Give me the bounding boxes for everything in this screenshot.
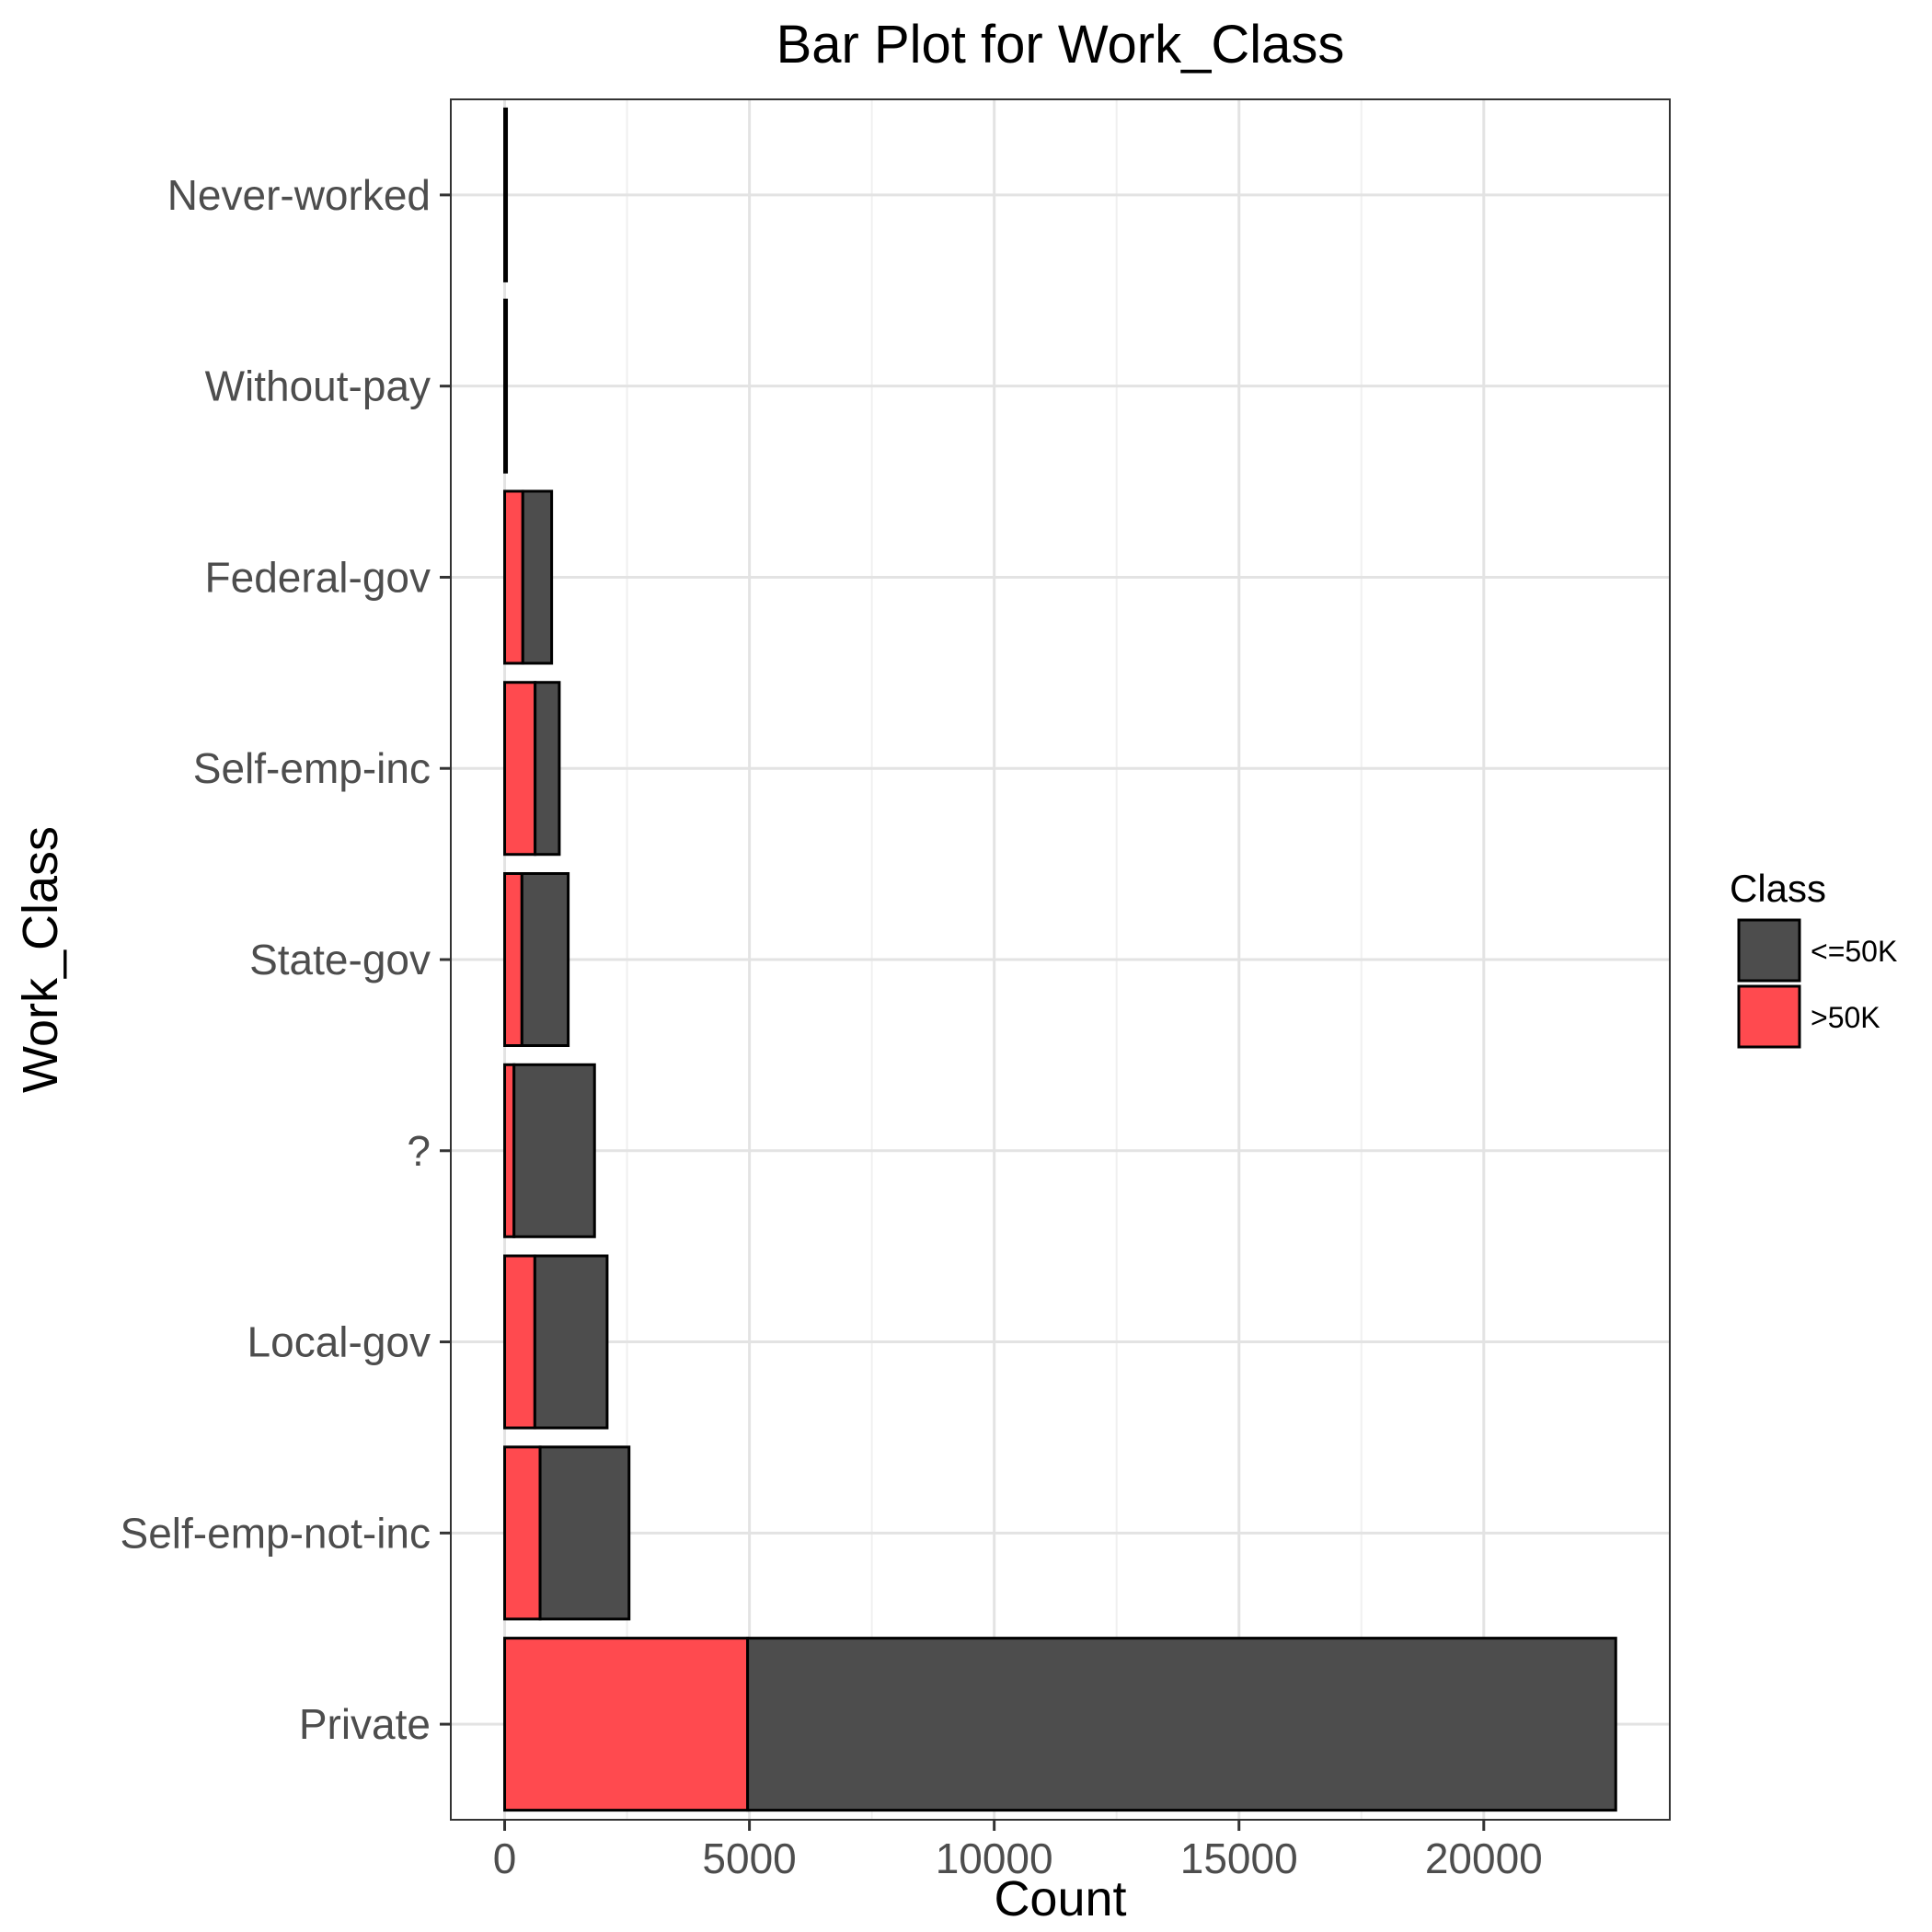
x-tick-label: 10000 — [936, 1834, 1053, 1882]
y-tick-label: Private — [299, 1700, 431, 1748]
x-tick-label: 0 — [493, 1834, 517, 1882]
legend-key-gt50k — [1737, 984, 1801, 1049]
x-tick-label: 5000 — [702, 1834, 796, 1882]
bar-segment-gt50k — [503, 1254, 536, 1430]
bar-segment-le50k — [533, 1254, 609, 1430]
bar-segment-gt50k — [503, 1637, 750, 1812]
bar-segment-le50k — [520, 872, 570, 1047]
y-tick-label: ? — [407, 1127, 431, 1175]
bar-segment-gt50k — [503, 489, 524, 665]
y-tick-label: Without-pay — [205, 362, 431, 410]
bar-segment-gt50k — [503, 681, 537, 857]
y-tick-label: Self-emp-not-inc — [121, 1509, 431, 1557]
bar-segment-gt50k — [503, 1063, 516, 1238]
y-tick-label: Federal-gov — [205, 553, 431, 601]
y-tick-label: State-gov — [249, 936, 431, 983]
axes: 0 5000 10000 15000 20000 Never-worked Without-… — [121, 171, 1543, 1882]
legend-key-le50k — [1737, 918, 1801, 983]
bar-segment-le50k — [521, 489, 554, 665]
legend-title: Class — [1730, 867, 1826, 910]
bar-segment-gt50k — [503, 1445, 542, 1621]
y-axis-title: Work_Class — [13, 826, 68, 1093]
legend: Class <=50K >50K — [1730, 867, 1897, 1049]
bar-segment-le50k — [746, 1637, 1617, 1812]
y-tick-label: Self-emp-inc — [193, 744, 431, 792]
bar-segment-le50k — [503, 107, 509, 282]
bar-segment-gt50k — [503, 872, 523, 1047]
legend-label-gt50k: >50K — [1811, 1001, 1880, 1034]
bar-segment-le50k — [503, 298, 509, 474]
y-tick-label: Never-worked — [167, 171, 431, 219]
bars — [503, 107, 1617, 1812]
x-tick-label: 15000 — [1180, 1834, 1298, 1882]
y-tick-label: Local-gov — [247, 1318, 431, 1366]
bar-segment-le50k — [512, 1063, 596, 1238]
legend-label-le50k: <=50K — [1811, 935, 1897, 968]
x-tick-label: 20000 — [1425, 1834, 1543, 1882]
bar-segment-le50k — [534, 681, 561, 857]
chart-title: Bar Plot for Work_Class — [776, 15, 1345, 75]
grid-lines — [451, 99, 1670, 1820]
x-axis-title: Count — [994, 1871, 1126, 1926]
bar-segment-le50k — [538, 1445, 631, 1621]
